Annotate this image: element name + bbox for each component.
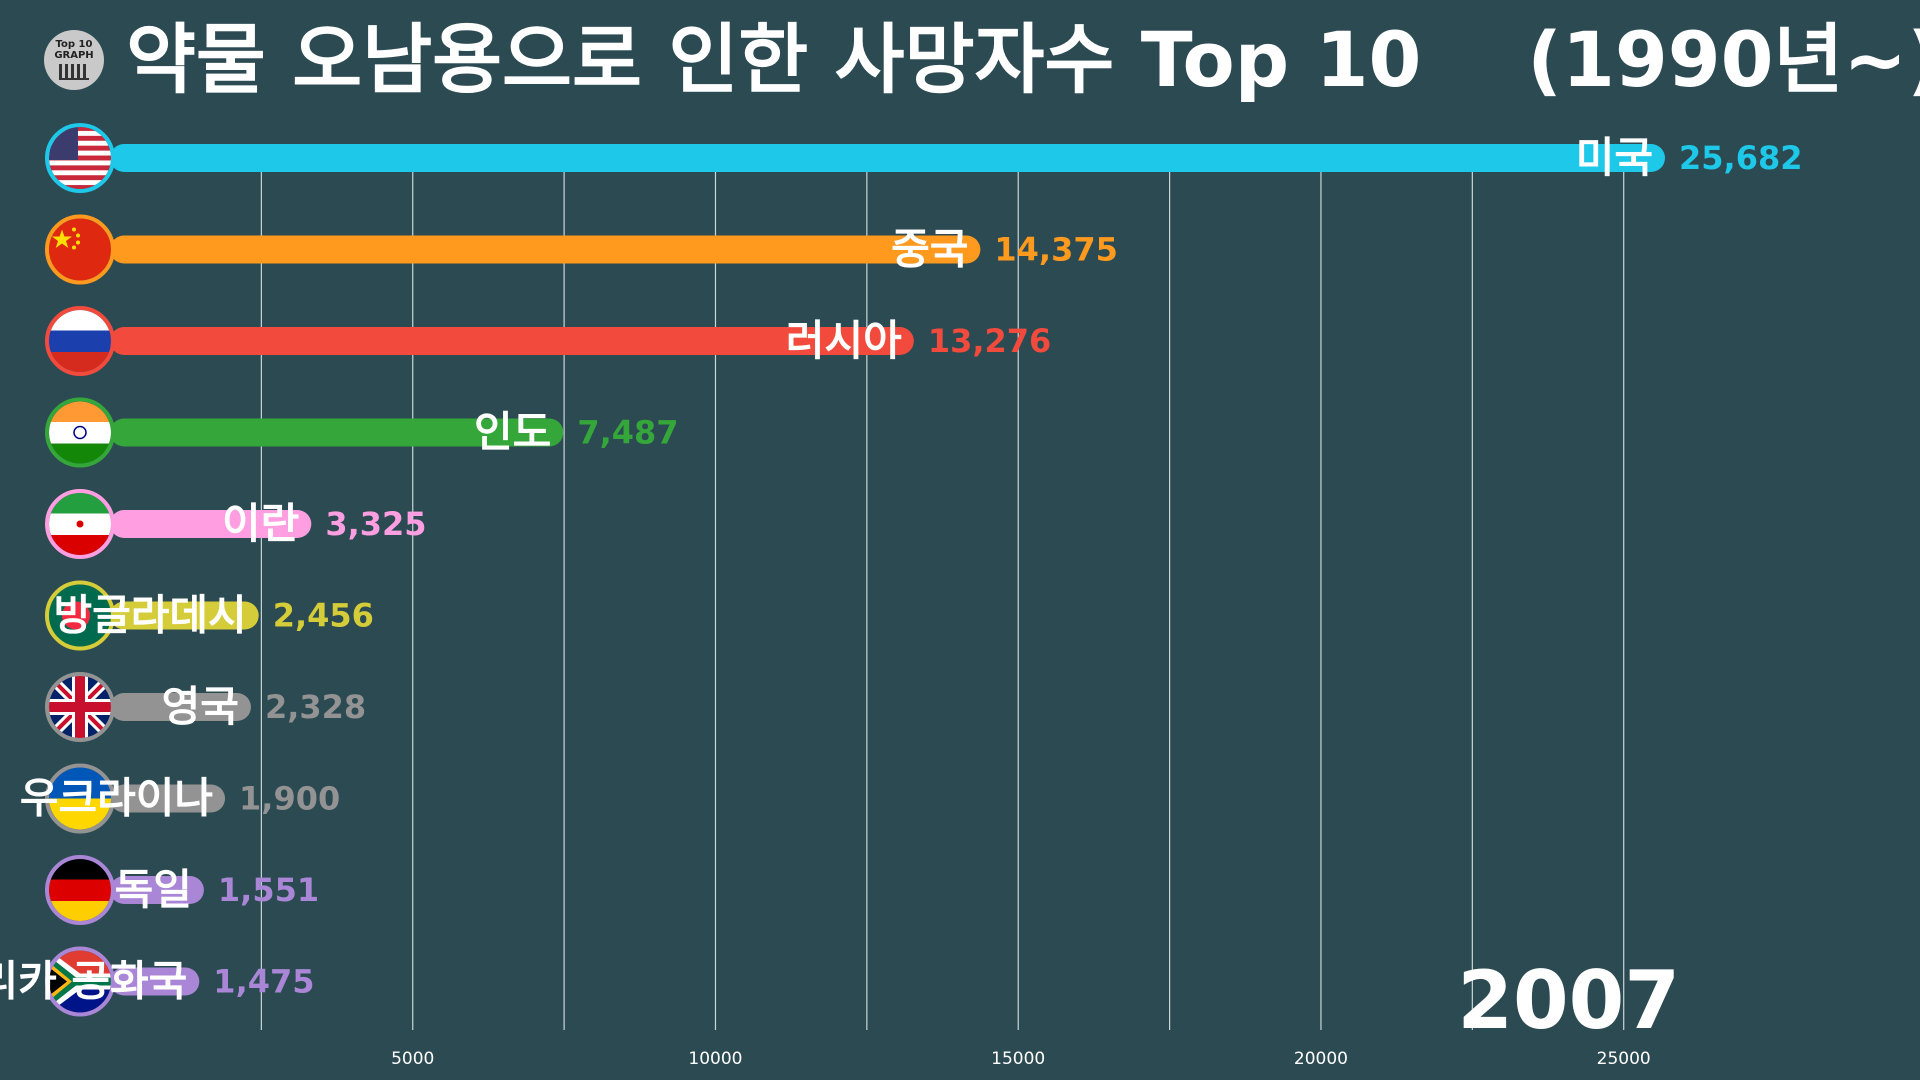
x-tick-label: 5000 (391, 1049, 434, 1069)
value-label: 1,551 (218, 871, 319, 909)
value-label: 13,276 (928, 322, 1051, 360)
category-label: 이란 (222, 499, 299, 548)
flag-uk-icon (45, 672, 115, 742)
logo-bars-icon (59, 64, 89, 80)
value-label: 2,456 (273, 597, 374, 635)
bar (110, 693, 251, 721)
x-tick-label: 15000 (991, 1049, 1045, 1069)
bars: 미국 25,682 중국 14,375 러시아 13,276 인도 7,487 이란 3,325 방… (0, 123, 1802, 1017)
bar-row: 중국 14,375 (45, 214, 1118, 285)
bar-row: 미국 25,682 (45, 123, 1802, 193)
x-axis-ticks: 5000 10000 15000 20000 25000 (391, 1049, 1651, 1069)
value-label: 25,682 (1679, 139, 1802, 177)
flag-ukraine-icon (45, 763, 115, 834)
bar-row: 우크라이나 1,900 (20, 763, 340, 834)
value-label: 2,328 (265, 688, 366, 726)
flag-china-icon (45, 214, 115, 285)
bar (110, 418, 564, 447)
category-label: 영국 (162, 682, 239, 731)
flag-bangladesh-icon (45, 580, 115, 651)
category-label: 방글라데시 (54, 591, 247, 640)
value-label: 7,487 (577, 414, 678, 452)
category-label: 중국 (891, 225, 968, 274)
x-tick-label: 20000 (1294, 1049, 1348, 1069)
value-label: 1,475 (213, 963, 314, 1001)
value-label: 1,900 (239, 780, 340, 818)
flag-iran-icon (45, 489, 115, 559)
flag-russia-icon (45, 306, 115, 376)
category-label: 미국 (1576, 133, 1653, 182)
flag-usa-icon (45, 123, 115, 193)
logo-line1: Top 10 (55, 39, 93, 50)
category-label: 러시아 (786, 316, 902, 365)
bar-row: 이란 3,325 (45, 489, 427, 559)
bar-row: 방글라데시 2,456 (45, 580, 374, 651)
bar (110, 967, 200, 996)
category-label: 인도 (474, 408, 551, 457)
x-tick-label: 10000 (688, 1049, 742, 1069)
bar (110, 144, 1665, 172)
bar-row: 인도 7,487 (45, 397, 679, 468)
value-label: 3,325 (325, 505, 426, 543)
bar-row: 독일 1,551 (45, 855, 319, 925)
flag-germany-icon (45, 855, 115, 925)
bar-row: 영국 2,328 (45, 672, 366, 742)
top10-graph-logo: Top 10 GRAPH (44, 30, 104, 90)
page-title: 약물 오남용으로 인한 사망자수 Top 10 (1990년~) (126, 15, 1920, 104)
bar (110, 601, 259, 630)
category-label: 독일 (115, 865, 192, 914)
logo-line2: GRAPH (54, 50, 94, 61)
category-label: 남아프리카 공화국 (0, 957, 187, 1006)
gridlines (260, 168, 1625, 1030)
bar-row: 러시아 13,276 (45, 306, 1051, 376)
x-tick-label: 25000 (1597, 1049, 1651, 1069)
bar-row: 남아프리카 공화국 1,475 (0, 946, 315, 1017)
bar (110, 327, 914, 355)
bar (110, 784, 226, 813)
category-label: 우크라이나 (20, 774, 213, 823)
value-label: 14,375 (994, 231, 1117, 269)
bar (110, 876, 204, 904)
flag-south-africa-icon (45, 946, 115, 1017)
bar (110, 235, 981, 264)
year-counter: 2007 (1457, 954, 1680, 1047)
flag-india-icon (45, 397, 115, 468)
bar (110, 510, 312, 538)
